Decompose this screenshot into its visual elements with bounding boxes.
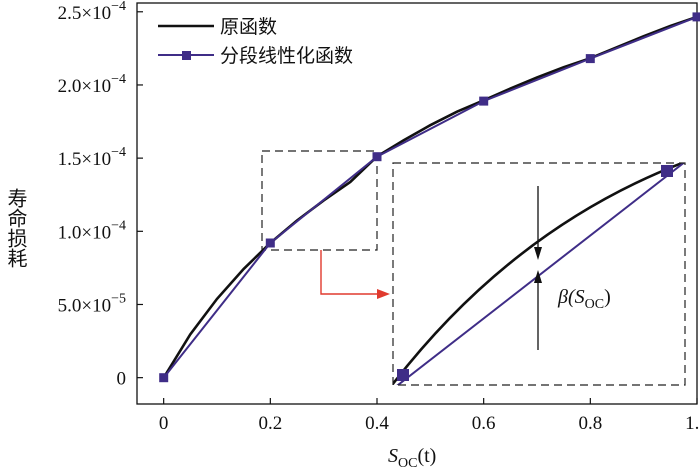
series-marker [585,54,595,64]
y-tick-mantissa: 0 [117,369,127,390]
series-marker [265,238,275,248]
y-tick-exponent: −5 [111,291,126,306]
series-marker [159,373,169,383]
series-marker [692,12,700,22]
series-marker [372,152,382,162]
legend: 原函数 分段线性化函数 [158,16,353,67]
series-marker [479,96,489,106]
series-line-piecewise [162,15,698,379]
legend-label-original: 原函数 [220,16,277,38]
inset-marker-right [661,165,673,177]
legend-label-piecewise: 分段线性化函数 [220,45,353,67]
y-tick-label: 5.0×10−5 [58,291,126,316]
y-tick-exponent: −4 [111,0,126,14]
zoom-pointer-arrow [320,250,390,299]
beta-arrowhead-bottom [534,270,542,283]
y-tick-mantissa: 2.5×10 [58,3,111,24]
plot-frame [136,2,698,405]
y-tick-mantissa: 5.0×10 [58,295,111,316]
y-tick-mantissa: 2.0×10 [58,76,111,97]
y-axis-label: 寿命损耗 [4,188,27,268]
x-tick-label: 0.4 [365,413,389,434]
beta-arrowhead-top [534,247,542,260]
y-tick-label: 2.0×10−4 [58,72,126,97]
zoom-inset-box [392,162,686,386]
legend-marker-piecewise [182,51,191,60]
x-axis: 0 0.2 0.4 0.6 0.8 1.0 [159,398,700,434]
y-tick-label: 1.0×10−4 [58,218,126,243]
x-tick-label: 0.8 [578,413,602,434]
beta-label: β(SOC) [557,286,611,312]
y-tick-label: 0 [117,369,127,390]
zoom-inset: β(SOC) [392,162,686,386]
x-tick-label: 0.6 [472,413,496,434]
y-tick-label: 2.5×10−4 [58,0,126,24]
inset-marker-left [397,369,409,381]
y-tick-mantissa: 1.0×10 [58,222,111,243]
zoom-source-box [261,150,378,251]
series-markers-piecewise [159,12,700,383]
x-tick-label: 0.2 [258,413,282,434]
y-tick-label: 1.5×10−4 [58,145,126,170]
y-axis: 05.0×10−51.0×10−41.5×10−42.0×10−42.5×10−… [58,0,143,390]
inset-original-curve [393,163,685,385]
y-tick-exponent: −4 [111,72,126,87]
y-tick-exponent: −4 [111,145,126,160]
x-tick-label: 0 [159,413,169,434]
x-axis-label: SOC(t) [388,445,436,471]
x-tick-label: 1.0 [685,413,700,434]
y-tick-exponent: −4 [111,218,126,233]
y-tick-mantissa: 1.5×10 [58,149,111,170]
